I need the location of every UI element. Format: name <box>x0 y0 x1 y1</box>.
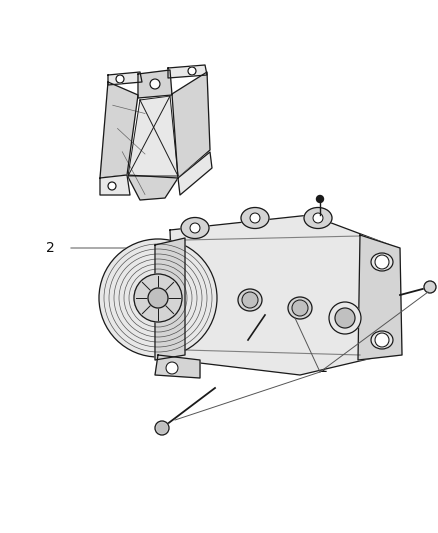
Polygon shape <box>100 82 138 178</box>
Circle shape <box>190 223 200 233</box>
Ellipse shape <box>329 302 361 334</box>
Circle shape <box>335 308 355 328</box>
Text: 2: 2 <box>46 241 55 255</box>
Ellipse shape <box>371 331 393 349</box>
Polygon shape <box>358 235 402 360</box>
Ellipse shape <box>181 217 209 238</box>
Ellipse shape <box>155 421 169 435</box>
Circle shape <box>375 255 389 269</box>
Ellipse shape <box>371 253 393 271</box>
Polygon shape <box>108 72 142 85</box>
Ellipse shape <box>148 288 168 308</box>
Polygon shape <box>155 355 200 378</box>
Polygon shape <box>170 215 390 375</box>
Polygon shape <box>138 70 172 98</box>
Polygon shape <box>178 152 212 195</box>
Circle shape <box>157 423 167 433</box>
Polygon shape <box>172 72 210 178</box>
Circle shape <box>375 333 389 347</box>
Ellipse shape <box>238 289 262 311</box>
Ellipse shape <box>424 281 436 293</box>
Polygon shape <box>155 238 185 360</box>
Ellipse shape <box>304 207 332 229</box>
Circle shape <box>317 196 324 203</box>
Circle shape <box>242 292 258 308</box>
Circle shape <box>166 362 178 374</box>
Circle shape <box>116 75 124 83</box>
Polygon shape <box>168 65 207 78</box>
Circle shape <box>292 300 308 316</box>
Ellipse shape <box>99 239 217 357</box>
Polygon shape <box>100 175 130 195</box>
Circle shape <box>313 213 323 223</box>
Ellipse shape <box>288 297 312 319</box>
Circle shape <box>250 213 260 223</box>
Polygon shape <box>127 175 178 200</box>
Polygon shape <box>128 96 178 176</box>
Circle shape <box>150 79 160 89</box>
Text: 1: 1 <box>318 361 327 375</box>
Circle shape <box>108 182 116 190</box>
Ellipse shape <box>241 207 269 229</box>
Ellipse shape <box>134 274 182 322</box>
Circle shape <box>188 67 196 75</box>
